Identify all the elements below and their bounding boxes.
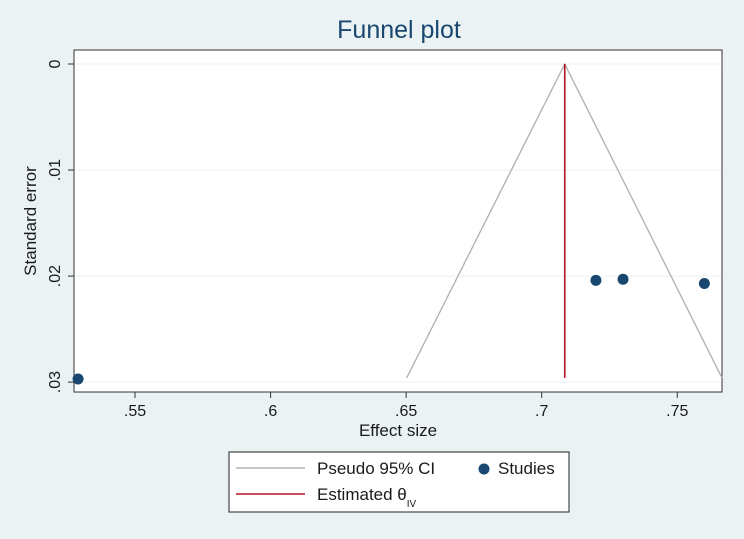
- x-tick-label: .65: [395, 403, 417, 420]
- legend-studies-swatch: [478, 463, 490, 475]
- legend-estimate-subscript: IV: [407, 499, 417, 510]
- y-axis-title: Standard error: [21, 166, 40, 276]
- legend-box: [228, 451, 570, 513]
- legend-ci-label: Pseudo 95% CI: [317, 459, 435, 478]
- study-point: [617, 273, 629, 285]
- study-point: [72, 373, 84, 385]
- legend: Pseudo 95% CI Studies Estimated θIV: [228, 451, 570, 513]
- plot-area: [73, 49, 723, 393]
- chart-title: Funnel plot: [337, 16, 461, 44]
- axis-layer: 0 .01 .02 .03 .55 .6 .65 .7 .75: [47, 59, 688, 420]
- y-tick-label: 0: [47, 59, 64, 68]
- x-tick-label: .55: [124, 403, 146, 420]
- grid-lines: [75, 63, 721, 383]
- legend-studies-label: Studies: [498, 459, 555, 478]
- x-tick-label: .7: [535, 403, 548, 420]
- study-point: [698, 278, 710, 290]
- y-tick-label: .02: [47, 265, 64, 287]
- y-tick-label: .03: [47, 371, 64, 393]
- study-point: [590, 274, 602, 286]
- legend-estimate-label: Estimated θIV: [317, 485, 417, 510]
- series-layer: [72, 62, 723, 385]
- y-tick-label: .01: [47, 159, 64, 181]
- x-axis-title: Effect size: [359, 421, 437, 440]
- x-tick-label: .75: [666, 403, 688, 420]
- x-tick-label: .6: [264, 403, 277, 420]
- legend-estimate-text: Estimated θ: [317, 485, 407, 504]
